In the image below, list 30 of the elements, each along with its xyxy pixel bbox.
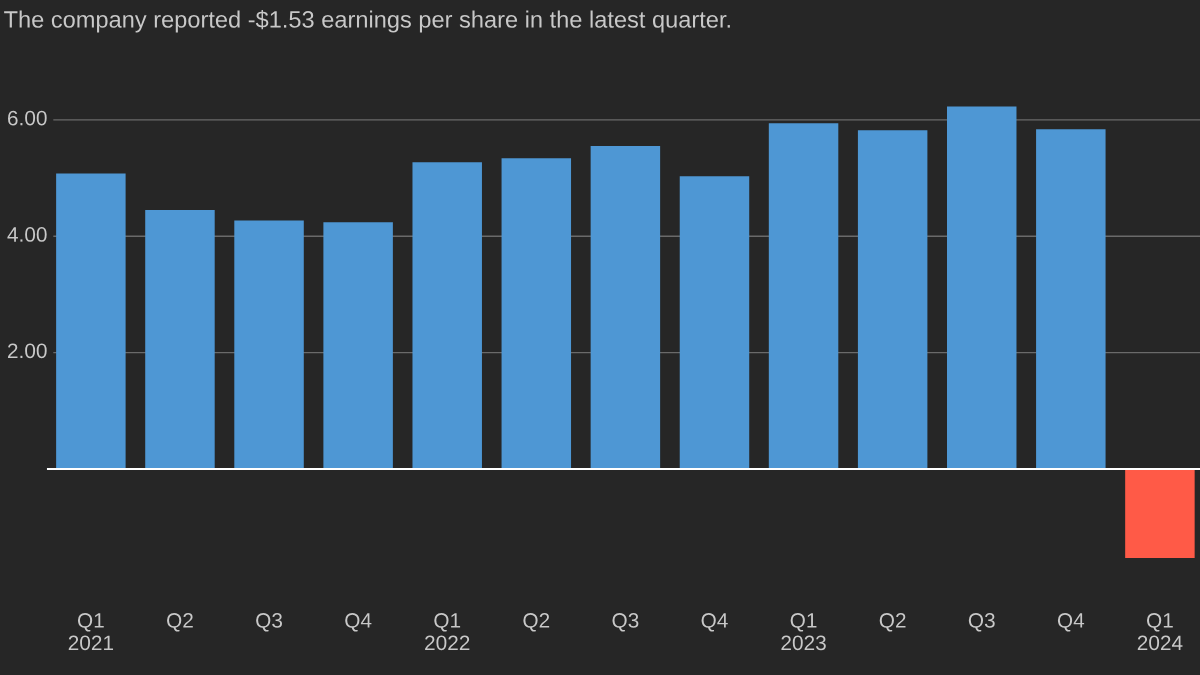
bar xyxy=(857,130,928,470)
x-tick-label: Q1 2023 xyxy=(781,613,826,651)
x-tick-label: Q3 xyxy=(256,613,283,632)
bar xyxy=(323,222,393,470)
bar xyxy=(501,158,572,470)
bar xyxy=(1036,129,1106,470)
x-tick-label: Q4 xyxy=(1057,613,1085,632)
bar xyxy=(590,146,661,470)
x-tick-label: Q4 xyxy=(345,613,372,632)
x-tick-label: Q1 2024 xyxy=(1137,613,1183,651)
bar xyxy=(679,176,750,470)
bar xyxy=(768,123,839,470)
y-tick-label: 2.00 xyxy=(7,343,47,359)
x-tick-label: Q3 xyxy=(968,613,995,632)
x-tick-label: Q4 xyxy=(701,613,728,632)
bar xyxy=(145,210,215,470)
bar xyxy=(56,173,126,470)
x-tick-label: Q1 2022 xyxy=(425,613,470,651)
bar xyxy=(946,106,1017,470)
bar xyxy=(412,162,482,470)
bar xyxy=(234,220,304,470)
x-tick-label: Q3 xyxy=(612,613,639,632)
x-tick-label: Q2 xyxy=(523,613,550,632)
y-tick-label: 4.00 xyxy=(7,227,47,242)
x-tick-label: Q2 xyxy=(879,613,906,632)
x-tick-label: Q1 2021 xyxy=(68,613,114,651)
x-tick-label: Q2 xyxy=(167,613,193,632)
y-tick-label: 6.00 xyxy=(8,110,47,126)
bar xyxy=(1125,469,1195,559)
chart-subtitle: The company reported -$1.53 earnings per share in the latest quarter. xyxy=(4,10,730,33)
